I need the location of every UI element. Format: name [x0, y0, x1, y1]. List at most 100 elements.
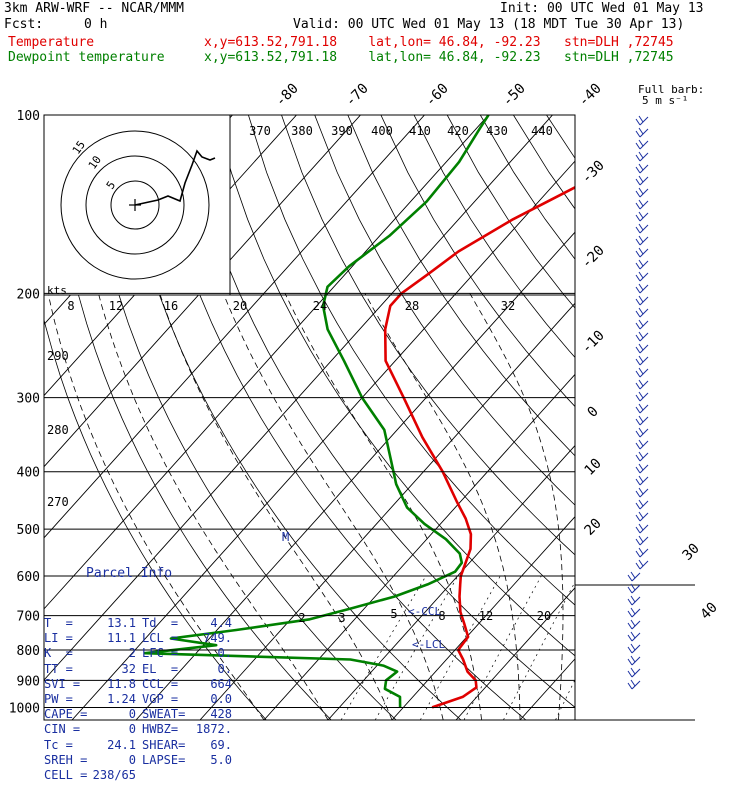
wind-barb-icon: [636, 527, 640, 533]
parcel-param-label: LI =: [44, 631, 88, 646]
adiabat-label: 270: [47, 495, 69, 509]
pressure-label: 200: [17, 287, 40, 302]
wind-barb-icon: [631, 608, 635, 614]
pressure-label: 600: [17, 570, 40, 585]
wind-barb-icon: [636, 167, 640, 173]
parcel-param-label: CIN =: [44, 722, 88, 737]
wind-barb-icon: [640, 345, 648, 353]
wind-barb-icon: [639, 344, 643, 350]
wind-barb-icon: [639, 368, 643, 374]
wind-barb-icon: [640, 525, 648, 533]
pressure-label: 1000: [9, 701, 40, 716]
wind-barb-icon: [632, 669, 640, 677]
isotherm-line: [648, 115, 740, 720]
theta-label: 370: [249, 124, 271, 138]
wind-barb-icon: [640, 321, 648, 329]
parcel-param-value: 0.0: [192, 692, 232, 707]
wind-barb-icon: [632, 573, 640, 581]
wind-barb-icon: [640, 333, 648, 341]
isotherm-line: [392, 115, 740, 720]
wind-barb-icon: [639, 380, 643, 386]
wind-barb-icon: [640, 201, 648, 209]
wind-barb-icon: [632, 633, 640, 641]
parcel-param-label: VGP =: [142, 692, 192, 707]
wind-barb-icon: [640, 537, 648, 545]
wind-barb-icon: [639, 176, 643, 182]
wind-barb-icon: [628, 611, 632, 617]
wind-barb-icon: [639, 116, 643, 122]
wind-barb-icon: [632, 645, 640, 653]
wind-barb-icon: [640, 117, 648, 125]
wind-barb-icon: [636, 455, 640, 461]
wind-barb-icon: [632, 597, 640, 605]
wind-speed-label: 32: [501, 299, 515, 313]
mixing-ratio-label: 5: [390, 607, 397, 621]
wind-barb-icon: [639, 476, 643, 482]
wind-barb-icon: [636, 539, 640, 545]
wind-barb-icon: [631, 656, 635, 662]
wind-barb-icon: [631, 572, 635, 578]
isotherm-label: -50: [500, 81, 529, 110]
wind-barb-icon: [639, 248, 643, 254]
wind-speed-label: 16: [164, 299, 178, 313]
parcel-param-label: [142, 768, 192, 783]
wind-barb-icon: [631, 680, 635, 686]
theta-label: 400: [371, 124, 393, 138]
adiabat-label: 290: [47, 349, 69, 363]
parcel-param-value: 0: [88, 753, 136, 768]
wind-barb-icon: [640, 453, 648, 461]
wind-barb-icon: [636, 479, 640, 485]
wind-barb-icon: [628, 683, 632, 689]
moist-adiabat-line: [365, 293, 520, 720]
wind-barb-icon: [640, 441, 648, 449]
wind-barb-icon: [636, 215, 640, 221]
wind-barb-icon: [628, 575, 632, 581]
theta-label: 440: [531, 124, 553, 138]
pressure-label: 500: [17, 523, 40, 538]
wind-barb-icon: [631, 620, 635, 626]
wind-barb-icon: [640, 309, 648, 317]
parcel-param-value: [192, 768, 232, 783]
wind-barb-icon: [636, 323, 640, 329]
temperature-trace: [385, 115, 725, 707]
wind-barb-icon: [636, 155, 640, 161]
wind-barb-icon: [639, 224, 643, 230]
wind-barb-icon: [640, 513, 648, 521]
wind-barb-icon: [636, 203, 640, 209]
pressure-label: 900: [17, 674, 40, 689]
wind-barb-icon: [640, 189, 648, 197]
wind-barb-icon: [636, 563, 640, 569]
wind-barb-icon: [636, 311, 640, 317]
wind-barb-icon: [640, 429, 648, 437]
wind-barb-icon: [640, 381, 648, 389]
parcel-param-label: LFC =: [142, 646, 192, 661]
parcel-param-value: 0: [88, 707, 136, 722]
wind-barb-icon: [640, 501, 648, 509]
wind-barb-icon: [639, 164, 643, 170]
parcel-param-value: 238/65: [88, 768, 136, 783]
parcel-param-value: 1.24: [88, 692, 136, 707]
wind-barb-icon: [639, 404, 643, 410]
parcel-param-label: EL =: [142, 662, 192, 677]
wind-barb-icon: [636, 143, 640, 149]
dry-adiabat-line: [513, 115, 740, 720]
parcel-param-value: 749.: [192, 631, 232, 646]
theta-label: 410: [409, 124, 431, 138]
wind-barb-icon: [636, 431, 640, 437]
parcel-param-label: SVI =: [44, 677, 88, 692]
isotherm-label: 30: [680, 541, 703, 564]
wind-speed-label: 24: [313, 299, 327, 313]
wind-barb-icon: [639, 152, 643, 158]
theta-label: 380: [291, 124, 313, 138]
wind-barb-icon: [636, 227, 640, 233]
wind-barb-icon: [639, 332, 643, 338]
wind-barb-icon: [639, 440, 643, 446]
wind-barb-icon: [636, 407, 640, 413]
wind-barb-icon: [636, 299, 640, 305]
isotherm-label: -30: [579, 158, 608, 187]
wind-barb-icon: [639, 548, 643, 554]
dry-adiabat-line: [480, 115, 740, 720]
pressure-label: 700: [17, 610, 40, 625]
